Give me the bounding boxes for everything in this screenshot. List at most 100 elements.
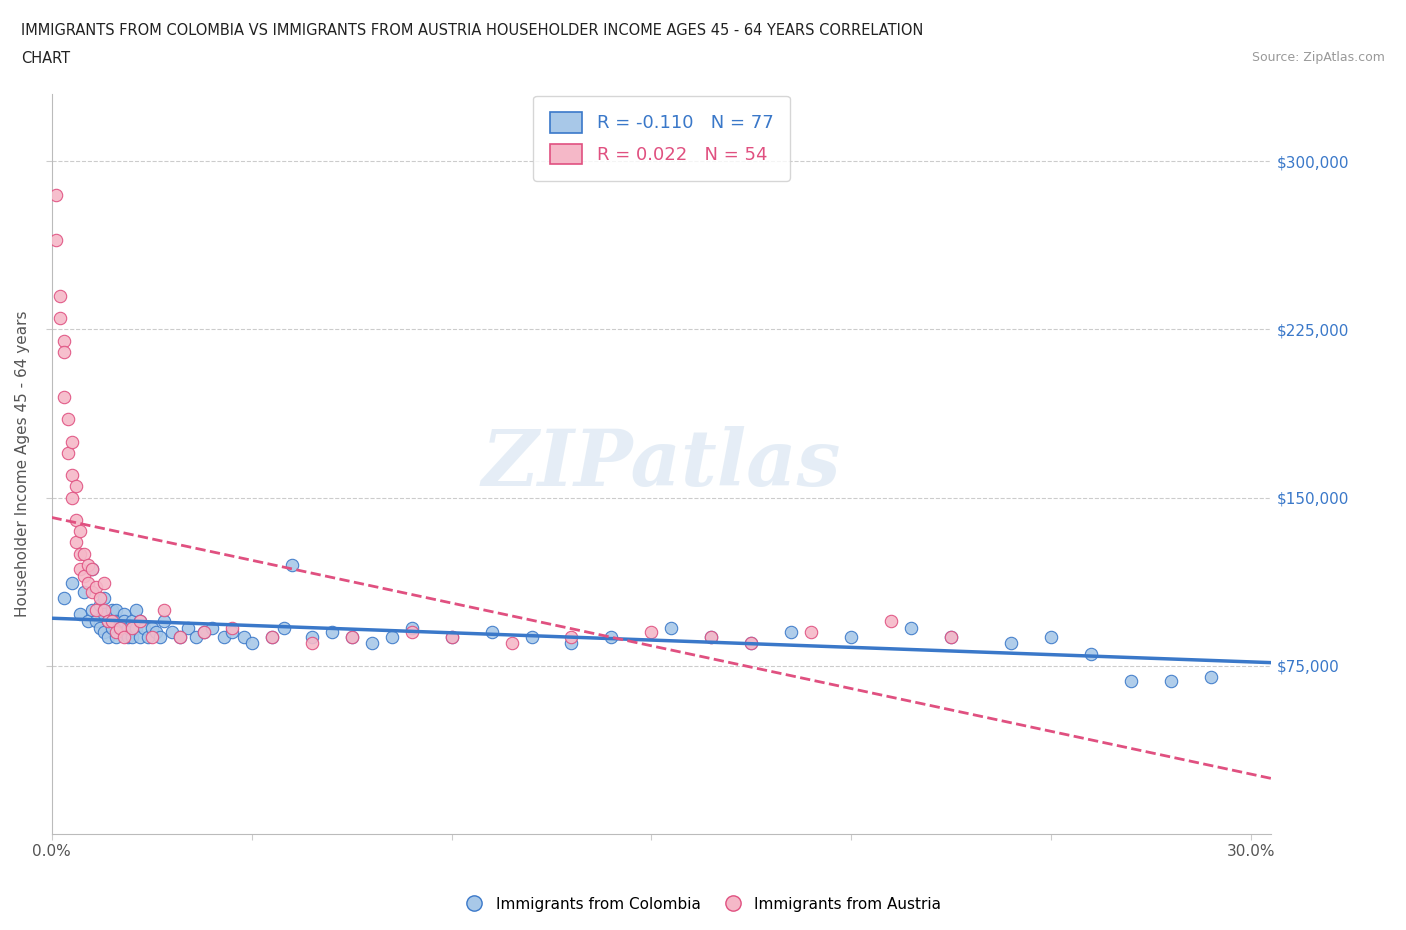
Point xyxy=(260,629,283,644)
Point xyxy=(221,620,243,635)
Point xyxy=(152,603,174,618)
Point xyxy=(232,629,254,644)
Point xyxy=(273,620,295,635)
Point xyxy=(84,603,107,618)
Point xyxy=(941,629,963,644)
Point xyxy=(100,614,122,629)
Point xyxy=(169,629,191,644)
Point xyxy=(72,546,94,561)
Point xyxy=(145,625,167,640)
Point xyxy=(104,629,127,644)
Point xyxy=(100,614,122,629)
Point xyxy=(72,568,94,583)
Point xyxy=(56,445,79,460)
Point xyxy=(520,629,543,644)
Point xyxy=(193,625,215,640)
Point xyxy=(128,614,150,629)
Point xyxy=(60,576,83,591)
Point xyxy=(501,636,523,651)
Point xyxy=(700,629,723,644)
Point xyxy=(640,625,662,640)
Point xyxy=(340,629,363,644)
Point xyxy=(141,629,163,644)
Point xyxy=(52,344,75,359)
Point xyxy=(84,614,107,629)
Point xyxy=(121,620,143,635)
Point xyxy=(121,629,143,644)
Point xyxy=(89,620,111,635)
Point xyxy=(80,603,103,618)
Point xyxy=(104,614,127,629)
Point xyxy=(1080,647,1102,662)
Point xyxy=(69,606,91,621)
Point xyxy=(440,629,463,644)
Point xyxy=(104,625,127,640)
Point xyxy=(60,490,83,505)
Point xyxy=(212,629,235,644)
Point xyxy=(121,614,143,629)
Point xyxy=(89,598,111,613)
Point xyxy=(900,620,922,635)
Point xyxy=(65,512,87,527)
Point xyxy=(200,620,222,635)
Y-axis label: Householder Income Ages 45 - 64 years: Householder Income Ages 45 - 64 years xyxy=(15,311,30,618)
Point xyxy=(360,636,382,651)
Point xyxy=(301,636,323,651)
Point xyxy=(1040,629,1063,644)
Point xyxy=(600,629,623,644)
Point xyxy=(136,629,159,644)
Point xyxy=(60,468,83,483)
Point xyxy=(560,629,582,644)
Point xyxy=(1201,670,1223,684)
Point xyxy=(128,614,150,629)
Point xyxy=(193,625,215,640)
Point xyxy=(401,625,423,640)
Point xyxy=(380,629,402,644)
Text: Source: ZipAtlas.com: Source: ZipAtlas.com xyxy=(1251,51,1385,64)
Text: IMMIGRANTS FROM COLOMBIA VS IMMIGRANTS FROM AUSTRIA HOUSEHOLDER INCOME AGES 45 -: IMMIGRANTS FROM COLOMBIA VS IMMIGRANTS F… xyxy=(21,23,924,38)
Point xyxy=(44,188,66,203)
Point xyxy=(124,620,146,635)
Legend: R = -0.110   N = 77, R = 0.022   N = 54: R = -0.110 N = 77, R = 0.022 N = 54 xyxy=(533,96,790,180)
Point xyxy=(93,576,115,591)
Point xyxy=(52,591,75,605)
Point xyxy=(108,620,131,635)
Point xyxy=(96,629,118,644)
Point xyxy=(340,629,363,644)
Point xyxy=(800,625,823,640)
Point xyxy=(52,390,75,405)
Point xyxy=(93,606,115,621)
Point xyxy=(100,620,122,635)
Point xyxy=(1121,674,1143,689)
Point xyxy=(69,546,91,561)
Point xyxy=(321,625,343,640)
Point xyxy=(661,620,683,635)
Point xyxy=(104,603,127,618)
Point xyxy=(76,614,98,629)
Point xyxy=(941,629,963,644)
Point xyxy=(112,629,135,644)
Point xyxy=(141,620,163,635)
Point xyxy=(56,412,79,427)
Point xyxy=(280,557,302,572)
Point xyxy=(221,625,243,640)
Point xyxy=(93,591,115,605)
Point xyxy=(117,629,139,644)
Point xyxy=(301,629,323,644)
Point xyxy=(260,629,283,644)
Point xyxy=(880,614,903,629)
Point xyxy=(96,614,118,629)
Point xyxy=(740,636,762,651)
Point xyxy=(112,614,135,629)
Point xyxy=(93,625,115,640)
Point xyxy=(84,579,107,594)
Point xyxy=(80,562,103,577)
Point xyxy=(481,625,503,640)
Point xyxy=(112,625,135,640)
Text: CHART: CHART xyxy=(21,51,70,66)
Point xyxy=(841,629,863,644)
Point xyxy=(401,620,423,635)
Point xyxy=(48,311,70,325)
Point xyxy=(132,620,155,635)
Point xyxy=(44,232,66,247)
